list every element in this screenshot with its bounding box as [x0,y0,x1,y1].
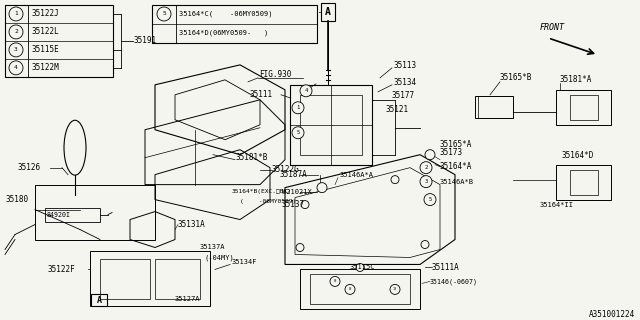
Text: 35122M: 35122M [31,63,59,72]
Text: 35134: 35134 [394,78,417,87]
Text: FIG.930: FIG.930 [259,70,291,79]
Circle shape [426,196,434,204]
Text: 35115C: 35115C [350,264,376,270]
Text: 1: 1 [14,12,18,16]
Circle shape [9,43,23,57]
Bar [300,269,420,309]
Text: 35122J: 35122J [31,10,59,19]
Text: 35127A: 35127A [175,296,200,302]
Text: 35131A: 35131A [178,220,205,229]
Text: 35134F: 35134F [232,260,257,266]
Text: 35146A*A: 35146A*A [340,172,374,178]
Text: 35164*ΙΙ: 35164*ΙΙ [540,202,574,208]
Circle shape [390,284,400,294]
Text: 35165*A: 35165*A [440,140,472,149]
Circle shape [330,276,340,286]
Text: 4: 4 [14,65,18,70]
Text: 10: 10 [393,287,397,292]
Text: 35164*C(    -06MY0509): 35164*C( -06MY0509) [179,11,273,17]
Circle shape [292,127,304,139]
Bar [91,294,107,306]
Text: 35181*A: 35181*A [560,75,593,84]
Text: 8: 8 [333,279,336,284]
Text: 35173: 35173 [440,148,463,157]
Bar [300,95,362,155]
Circle shape [157,7,171,21]
Text: (-04MY): (-04MY) [204,254,234,261]
Circle shape [421,241,429,249]
Text: 35115E: 35115E [31,45,59,54]
Text: 4: 4 [305,88,308,93]
Text: 3: 3 [424,179,428,184]
Bar [155,260,200,300]
Text: (    -06MY0509): ( -06MY0509) [240,199,296,204]
Bar [5,5,113,77]
Text: 35146A*B: 35146A*B [440,179,474,185]
Text: 1: 1 [296,105,300,110]
Bar [556,90,611,125]
Circle shape [296,244,304,252]
Circle shape [9,25,23,39]
Text: 5: 5 [296,130,300,135]
Text: 35180: 35180 [5,195,28,204]
Text: A: A [97,296,102,305]
Text: 35164*B(EXC.□BK): 35164*B(EXC.□BK) [232,189,292,194]
Circle shape [424,194,436,205]
Circle shape [420,176,432,188]
Text: 35164*D: 35164*D [562,151,595,160]
Text: A: A [325,7,331,17]
Circle shape [317,183,327,193]
Text: A351001224: A351001224 [589,310,635,319]
Text: 5: 5 [162,12,166,16]
Bar [45,208,100,221]
Text: 35187A: 35187A [280,170,308,179]
Circle shape [9,61,23,75]
Text: 35137A: 35137A [200,244,225,251]
Text: 2: 2 [424,165,428,170]
Text: 35122G: 35122G [272,165,300,174]
Bar [290,85,372,165]
Text: FRONT: FRONT [540,23,565,32]
Text: 35137: 35137 [282,200,305,209]
Text: 35111: 35111 [250,90,273,99]
Bar [570,95,598,120]
Text: 35177: 35177 [392,91,415,100]
Text: 3: 3 [14,47,18,52]
Bar [100,260,150,300]
Text: 35121: 35121 [386,105,409,114]
Bar [475,96,513,118]
Text: 5: 5 [428,197,431,202]
Text: 35181*B: 35181*B [236,153,268,162]
Text: 35122F: 35122F [48,265,76,274]
Circle shape [425,150,435,160]
Text: 8: 8 [349,287,351,292]
Circle shape [9,7,23,21]
Text: 84920I: 84920I [47,212,71,218]
Circle shape [420,162,432,174]
Text: 35122L: 35122L [31,28,59,36]
Text: 35164*A: 35164*A [440,162,472,171]
Bar [570,170,598,195]
Bar [90,252,210,306]
Bar [321,3,335,21]
Text: 35146(-0607): 35146(-0607) [430,278,478,285]
Text: 35165*B: 35165*B [500,73,532,82]
Circle shape [301,201,309,209]
Circle shape [300,85,312,97]
Text: 35164*D(06MY0509-   ): 35164*D(06MY0509- ) [179,30,268,36]
Bar [152,5,317,43]
Text: 2: 2 [14,29,18,35]
Circle shape [292,102,304,114]
Text: 35126: 35126 [18,163,41,172]
Circle shape [356,263,364,271]
Text: W21021X: W21021X [282,188,312,195]
Text: 35191: 35191 [134,36,157,45]
Text: 35113: 35113 [394,61,417,70]
Circle shape [345,284,355,294]
Text: 35111A: 35111A [432,263,460,272]
Bar [556,165,611,200]
Bar [310,275,410,304]
Circle shape [391,176,399,184]
Bar [35,185,155,239]
